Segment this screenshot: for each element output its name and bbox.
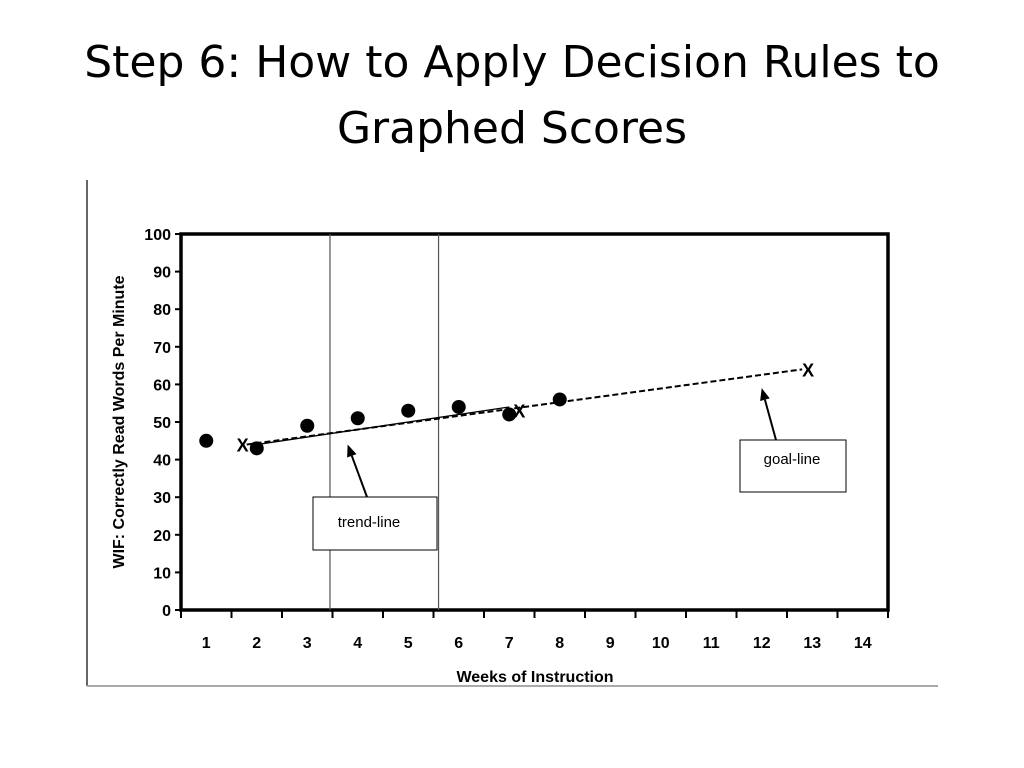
y-tick-label: 90: [153, 265, 171, 282]
y-tick-label: 70: [153, 340, 171, 357]
y-tick-label: 30: [153, 490, 171, 507]
data-point: [552, 392, 567, 407]
goal-line-end-marker: X: [802, 360, 814, 380]
goal-line-callout-box: [739, 439, 847, 493]
goal-line-arrowhead: [760, 388, 770, 402]
trend-line-callout-box: [312, 496, 438, 551]
y-tick-label: 80: [153, 302, 171, 319]
y-tick-label: 50: [153, 415, 171, 432]
data-points: [199, 392, 567, 456]
goal-line-callout: goal-line: [739, 388, 847, 493]
y-tick-label: 0: [162, 603, 171, 620]
x-tick-label: 11: [703, 635, 720, 652]
trend-line-arrow: [350, 455, 368, 498]
y-tick-label: 20: [153, 528, 171, 545]
x-axis: 1 2 3 4 5 6 7 8 9 10 11 12 13 14: [180, 610, 889, 652]
phase-lines: [329, 234, 440, 610]
x-tick-label: 9: [606, 635, 615, 652]
plot-frame: [179, 232, 890, 612]
x-tick-label: 6: [454, 635, 463, 652]
goal-line: [246, 368, 803, 446]
y-tick-label: 40: [153, 453, 171, 470]
trend-line-callout-text: trend-line: [338, 514, 401, 531]
y-tick-label: 10: [153, 565, 171, 582]
data-point: [300, 418, 315, 433]
y-tick-label: 60: [153, 377, 171, 394]
x-tick-label: 3: [303, 635, 312, 652]
x-tick-label: 1: [202, 635, 211, 652]
goal-line-callout-text: goal-line: [764, 451, 821, 468]
x-tick-label: 14: [854, 635, 872, 652]
x-tick-label: 5: [404, 635, 413, 652]
trend-end-marker: X: [513, 402, 525, 422]
x-tick-label: 4: [353, 635, 362, 652]
slide-title: Step 6: How to Apply Decision Rules to G…: [84, 37, 940, 154]
data-point: [350, 411, 365, 426]
y-tick-label: 100: [144, 227, 171, 244]
x-tick-label: 13: [803, 635, 821, 652]
x-tick-label: 2: [252, 635, 261, 652]
goal-line-arrow: [763, 399, 777, 441]
data-point: [401, 403, 416, 418]
trend-line-arrowhead: [347, 444, 357, 458]
y-axis-title: WIF: Correctly Read Words Per Minute: [111, 275, 128, 568]
data-point: [199, 433, 214, 448]
data-point: [502, 407, 517, 422]
x-tick-label: 10: [652, 635, 670, 652]
x-axis-title: Weeks of Instruction: [456, 669, 613, 686]
x-tick-label: 12: [753, 635, 771, 652]
data-point: [249, 441, 264, 456]
trend-line-callout: trend-line: [312, 444, 438, 551]
data-point: [451, 399, 466, 414]
y-axis: 0 10 20 30 40 50 60 70 80 90 100: [144, 227, 181, 620]
goal-line-start-marker: X: [237, 436, 249, 456]
x-tick-label: 7: [505, 635, 514, 652]
x-tick-label: 8: [555, 635, 564, 652]
